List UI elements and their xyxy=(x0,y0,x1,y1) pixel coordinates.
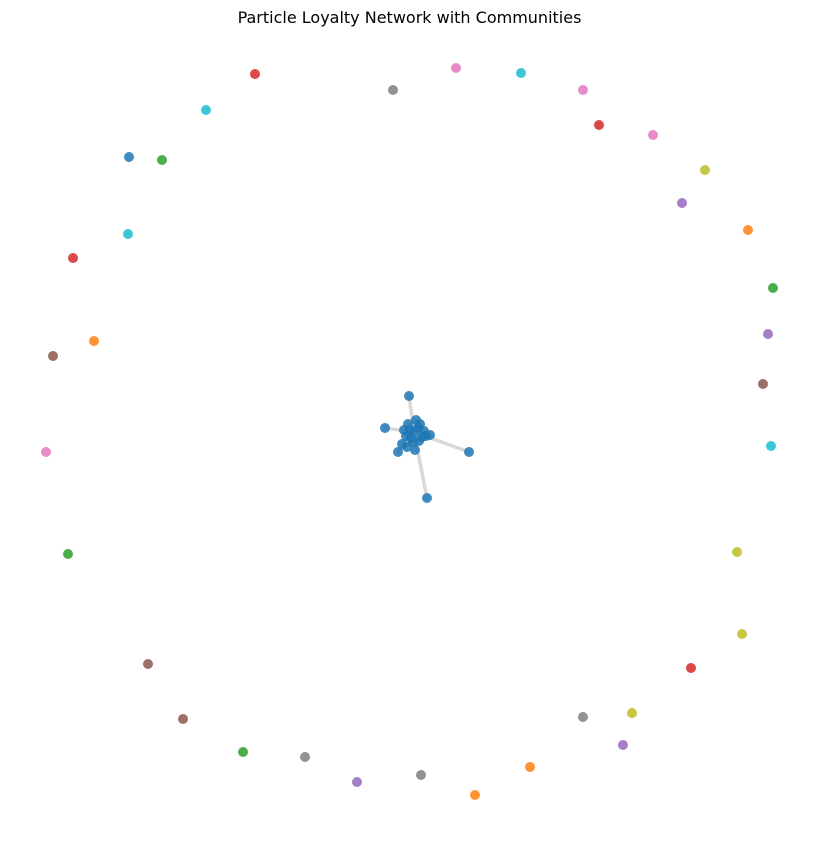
isolated-node-green xyxy=(63,549,73,559)
isolated-node-gray xyxy=(416,770,426,780)
isolated-node-gray xyxy=(300,752,310,762)
isolated-node-purple xyxy=(763,329,773,339)
isolated-node-cyan xyxy=(201,105,211,115)
isolated-node-olive xyxy=(700,165,710,175)
isolated-node-red xyxy=(250,69,260,79)
cluster-outlier-node xyxy=(425,430,435,440)
cluster-core-node xyxy=(406,433,416,443)
isolated-node-purple xyxy=(618,740,628,750)
isolated-node-olive xyxy=(627,708,637,718)
isolated-node-green xyxy=(238,747,248,757)
node-layer xyxy=(41,63,778,800)
isolated-node-blue xyxy=(124,152,134,162)
isolated-node-olive xyxy=(732,547,742,557)
isolated-node-purple xyxy=(352,777,362,787)
cluster-core-node xyxy=(414,436,424,446)
isolated-node-brown xyxy=(143,659,153,669)
isolated-node-pink xyxy=(451,63,461,73)
isolated-node-cyan xyxy=(516,68,526,78)
edge-layer xyxy=(383,394,471,500)
cluster-outlier-node xyxy=(422,493,432,503)
isolated-node-cyan xyxy=(123,229,133,239)
cluster-core-node xyxy=(399,425,409,435)
isolated-node-orange xyxy=(89,336,99,346)
cluster-outlier-node xyxy=(380,423,390,433)
isolated-node-pink xyxy=(578,85,588,95)
cluster-outlier-node xyxy=(393,447,403,457)
isolated-node-brown xyxy=(758,379,768,389)
isolated-node-cyan xyxy=(766,441,776,451)
cluster-outlier-node xyxy=(410,445,420,455)
isolated-node-purple xyxy=(677,198,687,208)
isolated-node-gray xyxy=(578,712,588,722)
isolated-node-brown xyxy=(178,714,188,724)
isolated-node-pink xyxy=(648,130,658,140)
chart-title: Particle Loyalty Network with Communitie… xyxy=(237,8,582,27)
isolated-node-orange xyxy=(470,790,480,800)
isolated-node-green xyxy=(157,155,167,165)
isolated-node-red xyxy=(68,253,78,263)
isolated-node-orange xyxy=(743,225,753,235)
cluster-outlier-node xyxy=(464,447,474,457)
cluster-outlier-node xyxy=(402,442,412,452)
isolated-node-orange xyxy=(525,762,535,772)
isolated-node-gray xyxy=(388,85,398,95)
isolated-node-olive xyxy=(737,629,747,639)
cluster-outlier-node xyxy=(404,391,414,401)
isolated-node-brown xyxy=(48,351,58,361)
isolated-node-red xyxy=(594,120,604,130)
isolated-node-red xyxy=(686,663,696,673)
isolated-node-green xyxy=(768,283,778,293)
isolated-node-pink xyxy=(41,447,51,457)
cluster-core-node xyxy=(411,415,421,425)
